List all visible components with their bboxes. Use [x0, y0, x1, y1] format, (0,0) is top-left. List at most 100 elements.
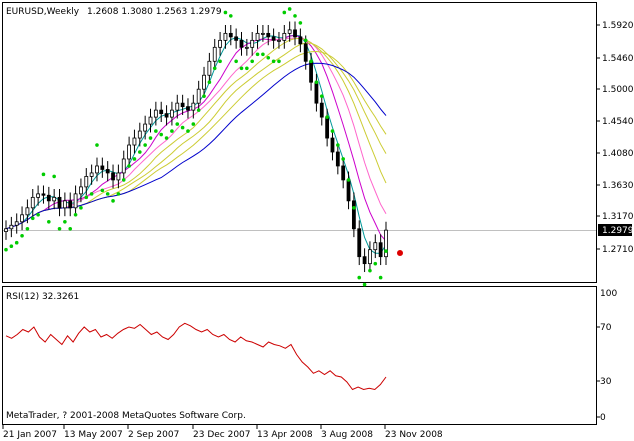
candle-body — [153, 109, 158, 118]
sar-dot — [154, 129, 158, 133]
candle-body — [159, 109, 164, 115]
current-price-badge: 1.2979 — [598, 224, 634, 236]
candlestick-series — [4, 21, 388, 273]
candle-body — [325, 116, 330, 139]
svg-text:0: 0 — [600, 413, 606, 423]
candle-body — [357, 228, 362, 258]
candle-body — [116, 172, 121, 181]
sar-dot — [121, 178, 126, 182]
candle-body — [164, 113, 169, 118]
sar-dot — [277, 59, 281, 64]
time-tick: 23 Nov 2008 — [384, 425, 443, 440]
sar-dot — [378, 275, 383, 280]
rsi-panel[interactable] — [2, 286, 597, 425]
rsi-tick: 30 — [596, 377, 612, 387]
sar-dot — [95, 143, 99, 147]
sar-dot — [319, 94, 324, 98]
svg-text:3 Aug 2008: 3 Aug 2008 — [321, 430, 373, 440]
candle-body — [298, 36, 303, 45]
svg-text:70: 70 — [600, 323, 612, 333]
candle-body — [207, 60, 212, 76]
sar-dot — [30, 216, 35, 221]
svg-text:1.4080: 1.4080 — [602, 149, 634, 159]
candle-body — [319, 102, 324, 118]
candle-body — [30, 196, 35, 209]
candle-body — [20, 214, 24, 223]
candle-body — [255, 32, 260, 41]
svg-text:13 Apr 2008: 13 Apr 2008 — [257, 430, 313, 440]
sar-dot — [20, 233, 24, 238]
sar-dot — [336, 143, 340, 147]
sar-dot — [79, 206, 83, 210]
sar-dot — [212, 66, 217, 71]
sar-dot — [346, 178, 351, 182]
candle-body — [373, 242, 378, 251]
ohlc-label: 1.2608 1.3080 1.2563 1.2979 — [87, 7, 222, 17]
sar-dot — [159, 132, 164, 137]
sar-dot — [234, 59, 238, 64]
main-chart-panel[interactable] — [2, 2, 597, 283]
candle-body — [330, 137, 335, 153]
candle-body — [212, 46, 217, 62]
sar-dot — [73, 213, 78, 217]
time-tick: 13 May 2007 — [63, 425, 123, 440]
candle-body — [121, 158, 126, 174]
sar-dot — [309, 59, 313, 64]
sar-dot — [362, 282, 367, 287]
sar-dot — [250, 59, 254, 64]
candle-body — [143, 123, 148, 132]
sar-dot — [303, 38, 308, 43]
sar-dot — [287, 7, 292, 11]
candle-body — [9, 224, 14, 230]
candle-body — [293, 29, 297, 38]
candle-body — [137, 130, 142, 139]
price-axis[interactable]: 1.5920 1.5460 1.5000 1.4540 1.4080 1.363… — [596, 21, 634, 255]
sar-dot — [148, 136, 153, 140]
rsi-line — [5, 322, 387, 391]
sar-dot — [191, 122, 196, 126]
price-tick: 1.5000 — [596, 85, 634, 95]
sar-dot — [105, 192, 110, 196]
parabolic-sar-dots — [4, 7, 388, 287]
sar-dot — [68, 226, 73, 231]
sar-dot — [239, 66, 244, 71]
candle-body — [191, 102, 196, 111]
price-tick: 1.5460 — [596, 54, 634, 64]
candle-body — [52, 196, 57, 202]
candle-body — [68, 200, 73, 209]
svg-text:1.5920: 1.5920 — [602, 21, 634, 31]
symbol-label: EURUSD,Weekly — [6, 7, 80, 17]
sar-dot — [89, 192, 94, 196]
rsi-label: RSI(12) 32.3261 — [6, 292, 79, 302]
candle-body — [266, 32, 271, 38]
moving-average-line — [5, 35, 387, 242]
sar-dot — [36, 213, 40, 217]
candle-body — [25, 207, 30, 216]
candle-body — [368, 249, 372, 265]
svg-text:13 May 2007: 13 May 2007 — [64, 430, 123, 440]
sar-dot — [352, 206, 356, 210]
candle-body — [41, 193, 46, 196]
sar-dot — [164, 136, 169, 140]
candle-body — [287, 29, 292, 34]
candle-body — [180, 102, 185, 108]
price-tick: 1.4080 — [596, 149, 634, 159]
svg-text:1.5000: 1.5000 — [602, 85, 634, 95]
price-tick: 1.5920 — [596, 21, 634, 31]
sar-dot — [266, 55, 271, 60]
sar-dot — [325, 115, 329, 119]
sar-dot — [63, 219, 67, 224]
candle-body — [73, 193, 78, 209]
sar-dot — [228, 14, 233, 18]
candle-body — [346, 179, 351, 202]
candle-body — [282, 32, 287, 41]
sar-dot — [245, 66, 249, 71]
time-axis[interactable]: 21 Jan 2007 13 May 2007 2 Sep 2007 23 De… — [2, 425, 443, 440]
rsi-axis[interactable]: 100 70 30 0 — [596, 289, 617, 423]
sar-dot — [127, 164, 131, 168]
candle-body — [271, 36, 276, 41]
candle-body — [250, 39, 255, 48]
sar-dot — [196, 108, 201, 112]
candle-body — [341, 165, 346, 181]
candle-body — [175, 102, 180, 111]
